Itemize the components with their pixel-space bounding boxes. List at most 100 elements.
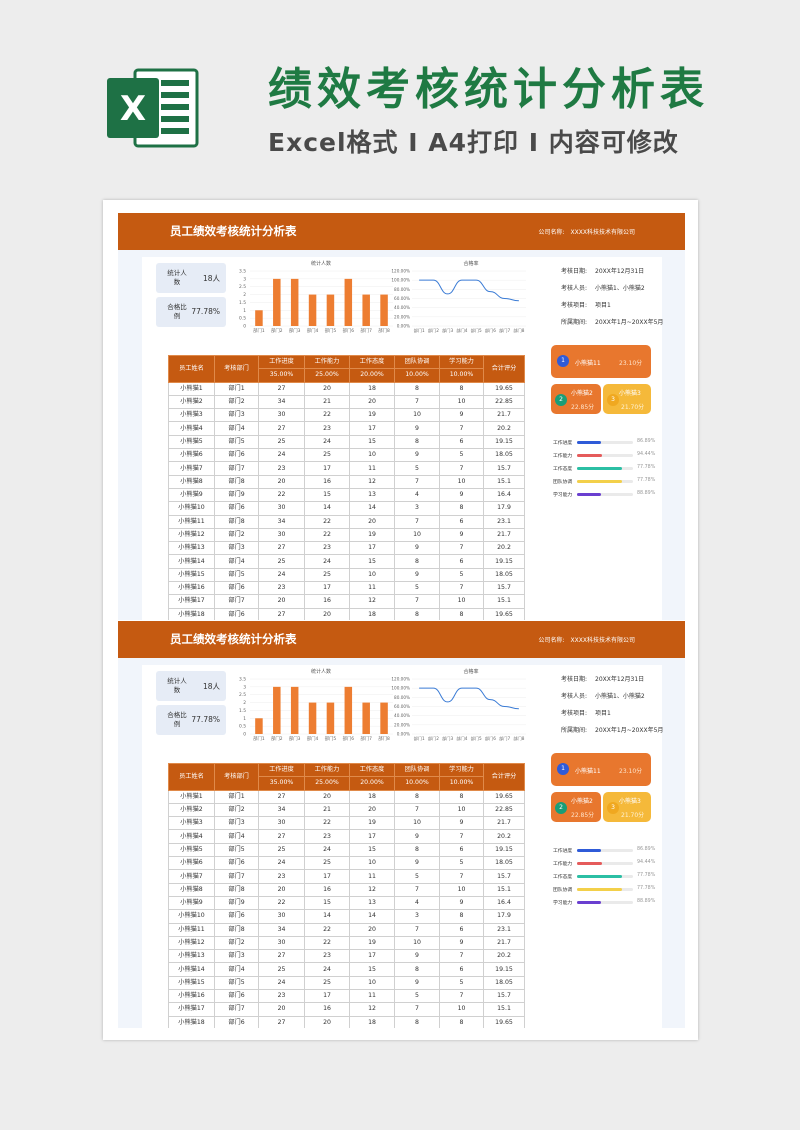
indicator-row: 学习能力 88.89% [553,491,655,499]
info-line: 考核日期: 20XX年12月31日 [561,674,644,683]
table-cell: 21.7 [483,816,525,831]
stat-label: 统计人数 [167,269,187,286]
table-row: 小熊猫11 部门8 34 22 20 7 6 23.1 [168,514,525,529]
indicator-label: 团队协调 [553,480,573,485]
indicator-label: 工作能力 [553,454,573,459]
table-cell: 7 [439,461,484,476]
info-line: 考核项目: 项目1 [561,708,611,717]
table-cell: 15.1 [483,474,525,489]
table-cell: 20.2 [483,829,525,844]
table-cell: 16 [304,882,350,897]
table-cell: 11 [349,869,395,884]
table-cell: 20.2 [483,949,525,964]
y-tick-label: 60.00% [394,296,410,301]
table-cell: 20 [258,1002,305,1017]
table-cell: 27 [258,949,305,964]
table-cell: 部门5 [214,842,259,858]
table-cell: 19.15 [483,962,525,977]
table-cell: 25 [304,856,350,871]
table-cell: 部门2 [214,527,259,543]
table-cell: 17 [349,829,395,844]
x-tick-label: 部门1 [414,327,425,334]
indicator-value: 88.89% [637,899,656,904]
table-cell: 15 [349,842,395,858]
indicator-fill [577,467,622,470]
table-cell: 部门5 [214,567,259,583]
table-cell: 15 [349,554,395,569]
x-tick-label: 部门5 [471,735,482,742]
bar-部门4 [308,294,317,326]
table-cell: 部门6 [214,856,259,871]
table-cell: 部门3 [214,541,259,556]
table-row: 小熊猫12 部门2 30 22 19 10 9 21.7 [168,935,525,951]
table-cell: 小熊猫1 [168,381,215,396]
table-cell: 21.7 [483,935,525,951]
table-cell: 15 [304,487,350,503]
table-row: 小熊猫12 部门2 30 22 19 10 9 21.7 [168,527,525,543]
indicator-value: 77.78% [637,873,656,878]
table-cell: 小熊猫17 [168,1002,215,1017]
indicator-label: 工作态度 [553,875,573,880]
info-label: 考核人员: [561,693,588,700]
table-cell: 17 [349,421,395,436]
table-cell: 30 [258,527,305,543]
indicator-panel [546,839,662,919]
indicator-fill [577,454,602,457]
table-cell: 24 [304,962,350,977]
table-cell: 小熊猫10 [168,909,215,924]
table-row: 小熊猫16 部门6 23 17 11 5 7 15.7 [168,989,525,1004]
table-cell: 8 [394,1015,440,1028]
table-cell: 18.05 [483,567,525,583]
table-cell: 6 [439,922,484,937]
table-cell: 部门7 [214,594,259,609]
bar-部门4 [308,702,317,734]
table-cell: 9 [394,975,440,991]
y-tick-label: 0 [243,732,246,738]
indicator-value: 86.89% [637,847,656,852]
table-cell: 8 [439,501,484,516]
table-cell: 21 [304,394,350,410]
table-cell: 小熊猫10 [168,501,215,516]
column-header: 工作进度 [258,762,305,778]
info-value: 项目1 [595,302,611,309]
rank-badge: 2 [555,394,567,406]
table-cell: 小熊猫13 [168,949,215,964]
table-cell: 7 [439,829,484,844]
table-cell: 22 [304,527,350,543]
table-row: 小熊猫3 部门3 30 22 19 10 9 21.7 [168,408,525,423]
y-tick-label: 120.00% [391,269,410,274]
table-cell: 19.15 [483,554,525,569]
y-tick-label: 2.5 [239,692,246,698]
rank-card-1: 1 小熊猫11 23.10分 [551,345,651,378]
rank-name: 小熊猫11 [575,768,601,775]
table-cell: 24 [304,554,350,569]
x-tick-label: 部门5 [471,327,482,334]
table-cell: 19.65 [483,789,525,804]
table-cell: 部门3 [214,816,259,831]
column-header: 合计评分 [483,763,525,791]
table-row: 小熊猫7 部门7 23 17 11 5 7 15.7 [168,869,525,884]
sheet-title: 员工绩效考核统计分析表 [170,224,297,238]
table-cell: 23.1 [483,514,525,529]
table-cell: 15 [349,962,395,977]
table-cell: 9 [439,816,484,831]
table-cell: 16 [304,1002,350,1017]
table-cell: 14 [349,501,395,516]
table-cell: 部门3 [214,949,259,964]
table-cell: 9 [394,421,440,436]
company-label: 公司名称: [538,637,565,644]
table-cell: 20 [304,1015,350,1028]
table-cell: 小熊猫6 [168,856,215,871]
table-cell: 小熊猫2 [168,802,215,818]
table-cell: 23 [258,869,305,884]
table-cell: 部门6 [214,1015,259,1028]
y-tick-label: 0.5 [239,316,246,322]
stat-value: 77.78% [191,307,220,316]
x-tick-label: 部门3 [442,327,453,334]
series-line [419,687,519,710]
weight-header: 10.00% [394,368,440,383]
table-cell: 小熊猫11 [168,922,215,937]
table-cell: 8 [439,607,484,620]
stat-label: 合格比例 [167,303,187,320]
table-cell: 20 [349,802,395,818]
